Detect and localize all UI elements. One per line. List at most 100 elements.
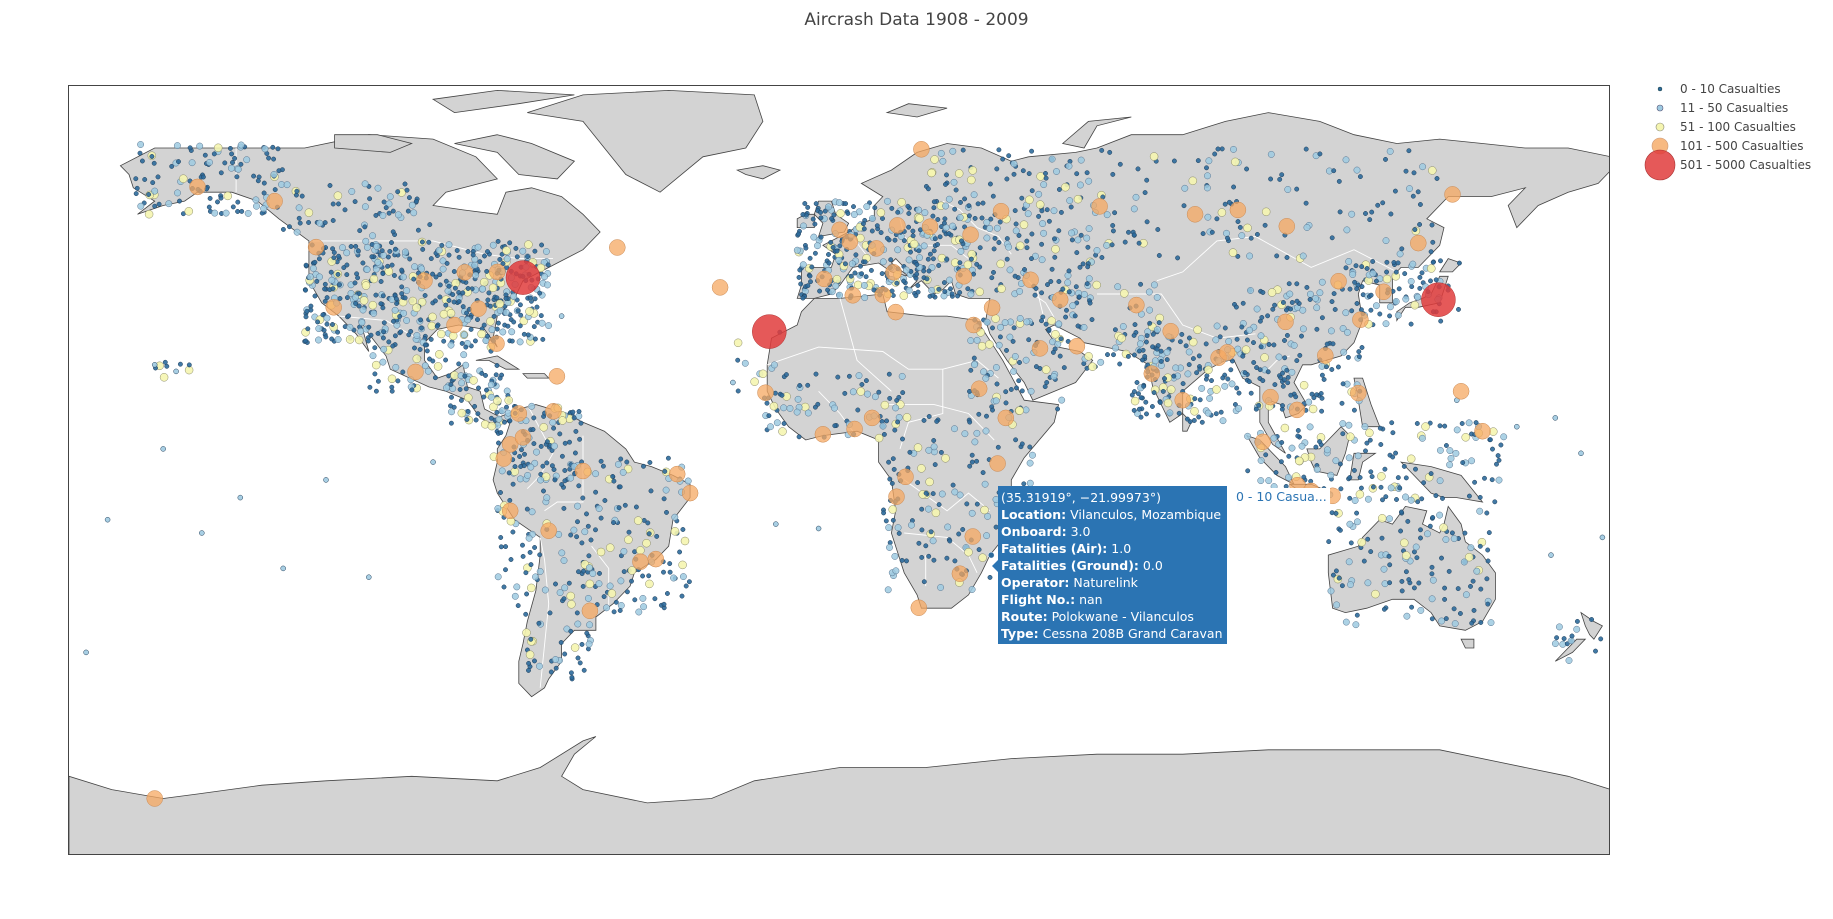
crash-marker-small-1515[interactable] (992, 235, 998, 241)
crash-marker-small-2318[interactable] (1294, 298, 1300, 304)
crash-marker-mid-221[interactable] (488, 283, 498, 293)
crash-marker-small-772[interactable] (448, 381, 454, 387)
crash-marker-small-211[interactable] (443, 278, 449, 284)
crash-marker-medium-2575[interactable] (1339, 420, 1347, 428)
crash-marker-small-1004[interactable] (602, 498, 608, 503)
crash-marker-small-516[interactable] (335, 271, 341, 277)
crash-marker-small-1138[interactable] (523, 611, 529, 617)
crash-marker-medium-1476[interactable] (835, 199, 843, 207)
crash-marker-mid-1516[interactable] (975, 287, 984, 297)
crash-marker-small-2269[interactable] (1319, 395, 1325, 401)
crash-marker-medium-1778[interactable] (884, 586, 892, 594)
crash-marker-small-567[interactable] (149, 154, 155, 159)
crash-marker-small-148[interactable] (373, 292, 379, 298)
crash-marker-small-1124[interactable] (581, 667, 587, 673)
crash-marker-large-32[interactable] (889, 217, 906, 234)
crash-marker-medium-2122[interactable] (1153, 326, 1161, 334)
crash-marker-small-2036[interactable] (1072, 313, 1078, 319)
crash-marker-small-1674[interactable] (1004, 176, 1010, 182)
crash-marker-medium-511[interactable] (391, 306, 399, 314)
crash-marker-small-1490[interactable] (868, 267, 874, 273)
crash-marker-mid-496[interactable] (495, 299, 505, 309)
crash-marker-small-4[interactable] (495, 320, 501, 326)
crash-marker-small-267[interactable] (368, 332, 374, 338)
crash-marker-small-994[interactable] (580, 495, 586, 501)
crash-marker-small-2673[interactable] (1471, 607, 1477, 613)
crash-marker-small-2629[interactable] (1390, 454, 1396, 460)
crash-marker-small-1543[interactable] (1077, 264, 1083, 270)
crash-marker-small-2191[interactable] (1171, 373, 1177, 379)
crash-marker-small-922[interactable] (626, 529, 632, 535)
crash-marker-medium-1633[interactable] (949, 147, 957, 155)
crash-marker-small-648[interactable] (306, 220, 312, 225)
crash-marker-mid-2051[interactable] (1120, 289, 1129, 298)
crash-marker-remote-11[interactable] (773, 521, 779, 527)
crash-marker-small-2262[interactable] (1254, 365, 1260, 371)
crash-marker-medium-2195[interactable] (1151, 357, 1159, 365)
crash-marker-small-2442[interactable] (1368, 292, 1374, 298)
crash-marker-small-2257[interactable] (1282, 355, 1288, 361)
crash-marker-small-560[interactable] (227, 145, 233, 151)
crash-marker-small-2790[interactable] (1303, 200, 1309, 206)
crash-marker-small-281[interactable] (381, 320, 387, 326)
crash-marker-small-2866[interactable] (1144, 219, 1150, 225)
crash-marker-medium-2523[interactable] (1446, 447, 1454, 455)
crash-marker-medium-2445[interactable] (1349, 271, 1357, 278)
crash-marker-medium-1039[interactable] (619, 468, 627, 476)
crash-marker-mid-2417[interactable] (1410, 300, 1420, 310)
crash-marker-small-1059[interactable] (601, 594, 607, 600)
crash-marker-medium-117[interactable] (315, 336, 322, 344)
crash-marker-small-1930[interactable] (990, 325, 995, 331)
map-plot-area[interactable] (68, 85, 1610, 855)
crash-marker-small-2870[interactable] (1268, 176, 1274, 182)
crash-marker-small-213[interactable] (391, 318, 396, 324)
crash-marker-remote-10[interactable] (730, 379, 736, 386)
crash-marker-small-455[interactable] (470, 252, 476, 258)
crash-marker-small-892[interactable] (531, 441, 537, 447)
crash-marker-medium-1030[interactable] (606, 582, 614, 590)
crash-marker-mid-2320[interactable] (1308, 404, 1318, 414)
crash-marker-small-2380[interactable] (1246, 379, 1252, 385)
crash-marker-small-1156[interactable] (553, 665, 559, 671)
crash-marker-small-1342[interactable] (817, 288, 823, 294)
crash-marker-small-2304[interactable] (1284, 332, 1290, 338)
crash-marker-small-162[interactable] (531, 324, 537, 330)
crash-marker-medium-1704[interactable] (780, 404, 788, 412)
crash-marker-small-1659[interactable] (1043, 175, 1049, 181)
crash-marker-medium-849[interactable] (495, 415, 503, 423)
crash-marker-small-2505[interactable] (1419, 496, 1425, 502)
crash-marker-small-1596[interactable] (991, 246, 997, 252)
crash-marker-small-1363[interactable] (848, 273, 854, 279)
crash-marker-small-713[interactable] (367, 384, 373, 390)
crash-marker-small-291[interactable] (330, 322, 335, 327)
crash-marker-medium-2341[interactable] (1299, 306, 1307, 314)
crash-marker-medium-1747[interactable] (793, 408, 801, 416)
crash-marker-small-675[interactable] (373, 212, 379, 218)
crash-marker-small-602[interactable] (211, 151, 217, 157)
crash-marker-medium-1531[interactable] (1024, 210, 1032, 218)
crash-marker-small-1947[interactable] (1044, 380, 1050, 385)
crash-marker-small-2692[interactable] (1326, 539, 1332, 545)
crash-marker-small-1985[interactable] (1050, 349, 1056, 355)
crash-marker-medium-86[interactable] (503, 255, 511, 263)
crash-marker-medium-647[interactable] (293, 228, 301, 236)
crash-marker-large-11[interactable] (548, 368, 566, 385)
crash-marker-medium-1703[interactable] (871, 393, 879, 401)
crash-marker-small-1439[interactable] (916, 248, 922, 254)
crash-marker-medium-84[interactable] (380, 251, 387, 259)
crash-marker-medium-2807[interactable] (1103, 241, 1111, 249)
crash-marker-small-1520[interactable] (1036, 213, 1042, 219)
crash-marker-small-515[interactable] (331, 250, 337, 255)
crash-marker-small-2171[interactable] (1136, 406, 1142, 412)
crash-marker-small-1739[interactable] (779, 392, 785, 398)
crash-marker-medium-2141[interactable] (1185, 348, 1193, 356)
crash-marker-medium-1649[interactable] (939, 157, 947, 165)
crash-marker-mid-2685[interactable] (1371, 589, 1380, 599)
crash-marker-small-985[interactable] (641, 517, 647, 523)
crash-marker-medium-2915[interactable] (741, 359, 749, 367)
crash-marker-large-40[interactable] (1031, 340, 1049, 357)
crash-marker-small-2079[interactable] (1087, 300, 1093, 306)
crash-marker-small-2553[interactable] (1460, 460, 1466, 466)
crash-marker-small-2686[interactable] (1329, 510, 1335, 516)
crash-marker-small-2369[interactable] (1260, 378, 1266, 384)
